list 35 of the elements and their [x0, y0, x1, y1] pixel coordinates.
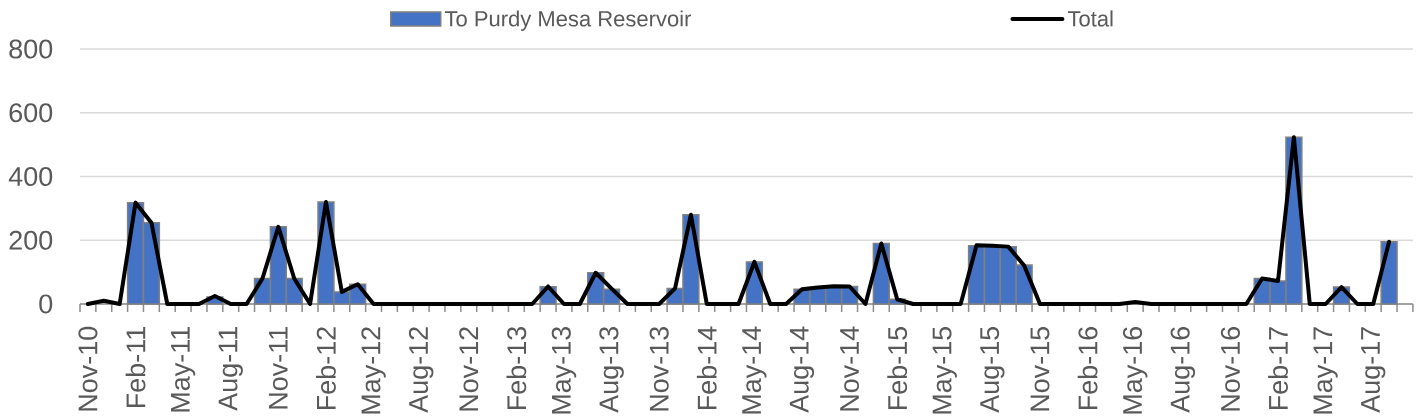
y-tick-label: 800: [9, 39, 53, 59]
x-tick-label: Feb-12: [316, 327, 336, 410]
x-tick-label: Nov-16: [1220, 326, 1240, 411]
x-tick-label: Nov-10: [78, 326, 98, 411]
y-tick-label: 0: [39, 294, 53, 314]
x-tick-label: Feb-11: [125, 327, 146, 408]
x-tick-label: Feb-17: [1268, 327, 1288, 410]
y-tick-label: 600: [9, 103, 53, 123]
legend-label: To Purdy Mesa Reservoir: [444, 10, 692, 31]
x-tick-label: May-15: [932, 326, 957, 414]
y-tick-label: 200: [9, 230, 53, 250]
x-tick-label: Aug-16: [1170, 326, 1196, 413]
x-tick-label: Nov-14: [840, 326, 860, 411]
x-tick-label: Feb-16: [1077, 326, 1098, 410]
x-tick-label: Aug-14: [789, 326, 815, 413]
x-tick-label: Nov-13: [649, 326, 669, 411]
x-tick-label: Aug-17: [1361, 327, 1386, 413]
x-tick-label: May-11: [171, 327, 196, 412]
x-tick-label: Nov-11: [268, 327, 288, 409]
x-tick-label: May-14: [742, 326, 767, 414]
x-tick-label: Aug-12: [408, 327, 434, 413]
x-tick-label: Aug-11: [218, 327, 243, 411]
x-tick-label: Aug-15: [980, 326, 1005, 413]
x-tick-label: Feb-14: [696, 326, 717, 410]
x-tick-label: May-13: [551, 326, 577, 414]
x-tick-label: Feb-15: [887, 326, 908, 410]
y-tick-label: 400: [8, 166, 53, 187]
x-tick-label: May-12: [361, 327, 386, 414]
x-tick-label: Nov-15: [1030, 326, 1050, 411]
x-tick-label: Nov-12: [459, 327, 479, 411]
x-tick-label: Aug-13: [599, 326, 624, 413]
legend-label: Total: [1067, 10, 1113, 27]
x-tick-label: May-17: [1313, 327, 1338, 414]
x-tick-label: Feb-13: [506, 326, 527, 410]
x-tick-label: May-16: [1122, 326, 1148, 414]
